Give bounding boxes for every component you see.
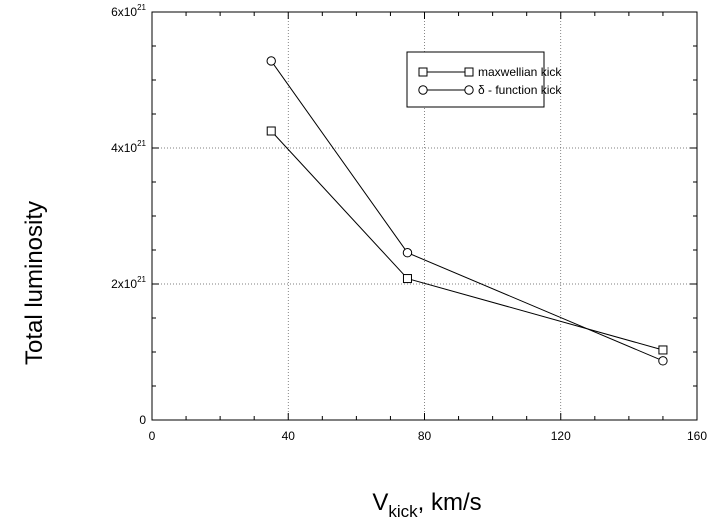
x-tick-label: 40 [282, 429, 296, 443]
legend-label: maxwellian kick [478, 65, 562, 79]
ticks: 0 40 80 120 160 0 2x1021 4x1021 6x1021 [111, 3, 707, 443]
legend-marker [418, 67, 428, 77]
y-tick-label: 4x1021 [111, 139, 146, 155]
legend-marker [464, 67, 474, 77]
y-tick-label: 0 [139, 413, 146, 427]
data-point [658, 356, 668, 366]
series-2 [266, 56, 668, 366]
x-axis-title-rest: , km/s [418, 489, 482, 516]
series-1 [266, 126, 668, 355]
x-axis-title-main: V [372, 489, 388, 516]
y-tick-label: 2x1021 [111, 275, 146, 291]
series-layer [266, 56, 668, 366]
series-line [270, 130, 664, 351]
x-tick-label: 160 [687, 429, 707, 443]
y-tick-label: 6x1021 [111, 3, 146, 19]
data-point [266, 56, 276, 66]
x-axis-title: Vkick, km/s [372, 489, 481, 521]
legend-marker [418, 85, 428, 95]
legend: maxwellian kick δ - function kick [406, 51, 562, 108]
x-axis-title-sub: kick [388, 502, 418, 521]
x-tick-label: 120 [551, 429, 571, 443]
legend-box [406, 51, 545, 108]
grid [152, 12, 697, 420]
data-point [402, 248, 413, 258]
x-tick-label: 0 [149, 429, 156, 443]
legend-marker [464, 85, 474, 95]
data-point [266, 126, 276, 136]
x-tick-label: 80 [418, 429, 432, 443]
legend-entry: δ - function kick [418, 83, 562, 97]
data-point [402, 274, 412, 284]
data-point [658, 345, 668, 355]
legend-entry: maxwellian kick [418, 65, 562, 79]
y-axis-title: Total luminosity [21, 201, 48, 365]
legend-label: δ - function kick [478, 83, 562, 97]
